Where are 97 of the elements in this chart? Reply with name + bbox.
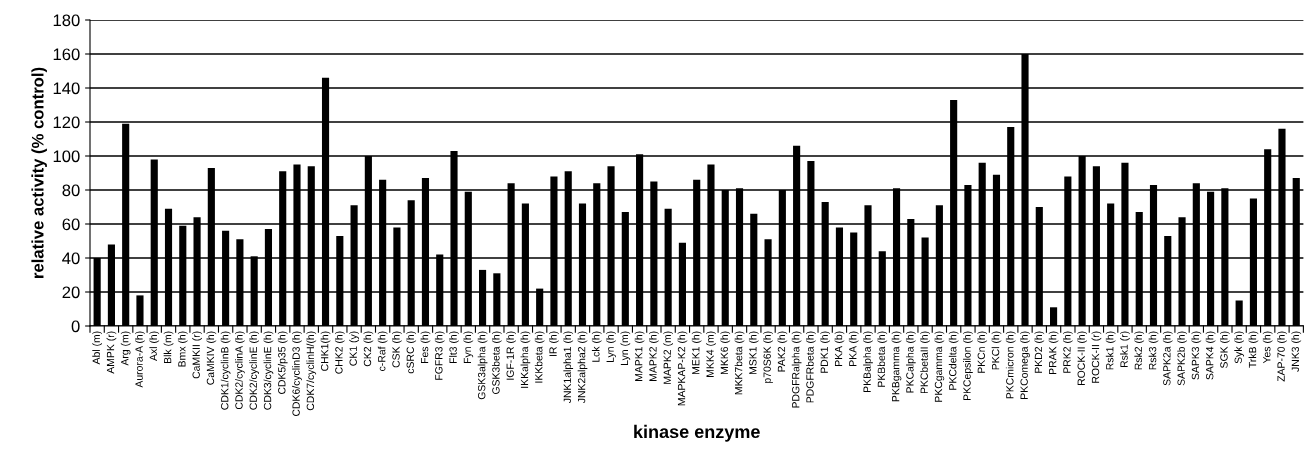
- x-tick-label: PKD2 (h): [1034, 331, 1045, 373]
- x-tick-label: CK2 (h): [363, 331, 374, 367]
- y-tick-label: 0: [71, 320, 80, 333]
- x-tick-label: c-Raf (h): [377, 331, 388, 371]
- x-tick-label: CHK1(h): [320, 331, 331, 371]
- x-tick-label: IKKbeta (h): [534, 331, 545, 383]
- x-tick-label: PKComega (h): [1020, 331, 1030, 399]
- x-tick-label: Rsk1 (r): [1120, 331, 1130, 368]
- x-tick-label: JNK1alpha1 (h): [563, 331, 574, 404]
- x-tick-label: Blk (m): [163, 331, 174, 363]
- y-tick-label: 60: [62, 218, 80, 231]
- x-tick-label: CaMKIV (h): [206, 331, 217, 385]
- x-tick-label: AMPK (r): [106, 331, 117, 374]
- x-tick-label: PKCl (h): [991, 331, 1002, 370]
- x-tick-label: Syk (h): [1234, 331, 1245, 364]
- x-tick-label: GSK3beta (h): [491, 331, 502, 395]
- x-tick-label: FGFR3 (h): [434, 331, 445, 380]
- x-tick-label: SAPK2a (h): [1162, 331, 1173, 386]
- x-tick-label: Fes (h): [420, 331, 431, 363]
- x-tick-label: CDK2/cyclinA (h): [235, 331, 245, 410]
- x-tick-label: CDK2/cyclinE (h): [249, 331, 260, 410]
- x-tick-label: ROCK-II (h): [1077, 331, 1087, 385]
- x-tick-label: PKCn (h): [977, 331, 988, 373]
- x-tick-label: MAPKAP-K2 (h): [677, 331, 688, 406]
- x-tick-label: Lyn (m): [620, 331, 631, 365]
- x-tick-label: CDK7/cyclinH/(h): [306, 331, 317, 411]
- x-tick-label: CHK2 (h): [334, 331, 345, 374]
- x-tick-label: PKA (h): [848, 331, 859, 366]
- x-tick-label: Yes (h): [1262, 331, 1273, 364]
- y-tick-label: 40: [62, 252, 80, 265]
- x-tick-label: MSK1 (h): [748, 331, 759, 374]
- x-tick-label: MKK7beta (h): [734, 331, 745, 395]
- x-tick-label: SAPK3 (h): [1191, 331, 1202, 380]
- x-tick-label: JNK3 (h): [1291, 331, 1302, 372]
- x-tick-label: Lck (h): [591, 331, 602, 362]
- x-tick-label: PKBalpha (h): [863, 331, 873, 392]
- x-tick-label: CDK5/p35 (h): [277, 331, 288, 395]
- x-tick-label: PKCalpha (h): [905, 331, 916, 393]
- x-tick-label: PKBgamma (h): [891, 331, 902, 402]
- x-tick-label: IKKalpha (h): [520, 331, 531, 388]
- x-tick-label: Arg (m): [120, 331, 131, 366]
- x-tick-label: p70S6K (h): [763, 331, 773, 383]
- x-tick-label: SAPK2b (h): [1177, 331, 1187, 386]
- x-tick-label: Bmx (h): [177, 331, 188, 367]
- x-tick-label: Flt3 (h): [449, 331, 459, 363]
- x-tick-label: CSK (h): [392, 331, 402, 368]
- x-tick-label: MAPK2 (h): [649, 331, 659, 381]
- x-tick-label: PDGFRbeta (h): [806, 331, 816, 403]
- x-tick-label: CK1 (y): [349, 331, 359, 366]
- x-tick-label: SAPK4 (h): [1205, 331, 1216, 380]
- y-tick-label: 140: [53, 82, 80, 95]
- y-axis-title: relative activity (% control): [31, 67, 47, 278]
- x-tick-label: PKCbetaII (h): [920, 331, 930, 394]
- y-tick-label: 20: [62, 286, 80, 299]
- x-tick-label: JNK2alpha2 (h): [577, 331, 588, 404]
- x-tick-label: PAK2 (h): [777, 331, 788, 372]
- x-tick-label: MEK1 (h): [691, 331, 702, 374]
- x-tick-label: Fyn (h): [463, 331, 474, 363]
- y-tick-label: 80: [62, 184, 80, 197]
- x-tick-label: PKCmicron (h): [1005, 331, 1016, 399]
- x-tick-label: IR (h): [549, 331, 559, 356]
- x-tick-label: PKA (b): [834, 331, 845, 366]
- x-tick-label: TrkB (h): [1248, 331, 1259, 368]
- x-tick-label: Axl (h): [149, 331, 160, 361]
- x-tick-label: ROCK-II (r): [1091, 331, 1102, 383]
- y-tick-label: 120: [53, 116, 80, 129]
- x-tick-label: PKCdelta (h): [948, 331, 959, 390]
- x-tick-label: SGK (h): [1220, 331, 1230, 369]
- x-tick-label: PRK2 (h): [1062, 331, 1073, 373]
- x-tick-label: MKK6 (h): [720, 331, 731, 374]
- x-tick-label: CDK1/cyclinB (h): [220, 331, 231, 410]
- x-tick-label: PKCepsilon (h): [963, 331, 973, 401]
- x-axis-title: kinase enzyme: [634, 424, 760, 442]
- y-tick-label: 180: [53, 14, 80, 27]
- x-tick-label: MKK4 (m): [706, 331, 716, 377]
- x-tick-label: Aurora-A (h): [135, 331, 145, 388]
- y-tick-label: 160: [53, 48, 80, 61]
- x-tick-label: Rsk3 (h): [1148, 331, 1159, 370]
- x-tick-label: PKBbeta (h): [877, 331, 888, 387]
- x-tick-label: Rsk2 (h): [1134, 331, 1145, 370]
- x-tick-label: Abl (m): [92, 331, 102, 365]
- x-tick-label: CDK3/cyclinE (h): [263, 331, 274, 410]
- x-tick-label: PDGFRalpha (h): [791, 331, 802, 408]
- x-tick-label: Rsk1 (h): [1105, 331, 1116, 370]
- x-tick-label: cSRC (h): [406, 331, 417, 374]
- x-tick-label: IGF-1R (h): [506, 331, 516, 380]
- x-tick-label: MAPK1 (h): [634, 331, 645, 381]
- x-tick-label: GSK3alpha (h): [477, 331, 488, 400]
- x-tick-label: ZAP-70 (h): [1277, 331, 1287, 382]
- x-tick-label: MAPK2 (m): [663, 331, 673, 384]
- x-tick-label: PDK1 (h): [820, 331, 831, 373]
- x-tick-label: Lyn (h): [606, 331, 616, 363]
- x-tick-label: CaMKII (r): [192, 331, 202, 379]
- x-tick-label: CDK6/cyclinD3 (h): [292, 331, 302, 416]
- x-tick-label: PRAK (h): [1048, 331, 1059, 374]
- x-tick-label: PKCgamma (h): [934, 331, 945, 402]
- y-tick-label: 100: [53, 150, 80, 163]
